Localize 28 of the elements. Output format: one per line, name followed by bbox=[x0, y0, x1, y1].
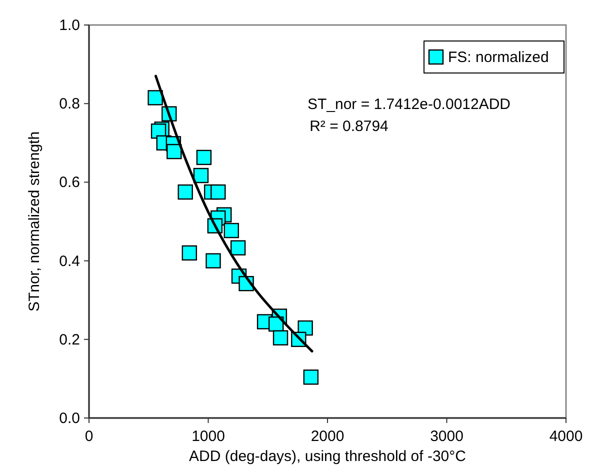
y-axis-title: STnor, normalized strength bbox=[26, 131, 43, 312]
x-tick-label: 4000 bbox=[549, 428, 583, 445]
legend-label: FS: normalized bbox=[448, 49, 549, 66]
annotation: R² = 0.8794 bbox=[310, 118, 388, 135]
y-tick-label: 0.6 bbox=[59, 174, 80, 192]
point bbox=[206, 253, 221, 268]
y-tick-label: 0.8 bbox=[59, 96, 80, 113]
x-tick-label: 1000 bbox=[192, 428, 225, 445]
point bbox=[182, 245, 198, 261]
y-tick-label: 0.4 bbox=[59, 252, 80, 270]
y-tick-label: 0.2 bbox=[59, 331, 80, 348]
point bbox=[193, 168, 209, 184]
point bbox=[178, 184, 193, 200]
x-tick-label: 2000 bbox=[310, 428, 344, 445]
point bbox=[196, 150, 212, 166]
x-tick-label: 3000 bbox=[430, 428, 464, 445]
point bbox=[303, 370, 319, 385]
annotation: ST_nor = 1.7412e-0.0012ADD bbox=[307, 96, 511, 113]
point bbox=[230, 240, 246, 256]
point bbox=[166, 144, 182, 160]
point bbox=[210, 184, 226, 200]
point bbox=[272, 330, 288, 346]
y-tick-label: 1.0 bbox=[59, 17, 80, 34]
y-tick-label: 0.0 bbox=[59, 410, 80, 427]
point bbox=[224, 222, 239, 238]
x-axis-title: ADD (deg-days), using threshold of -30°C bbox=[189, 448, 466, 465]
point bbox=[148, 90, 163, 106]
x-tick-label: 0 bbox=[84, 428, 94, 445]
